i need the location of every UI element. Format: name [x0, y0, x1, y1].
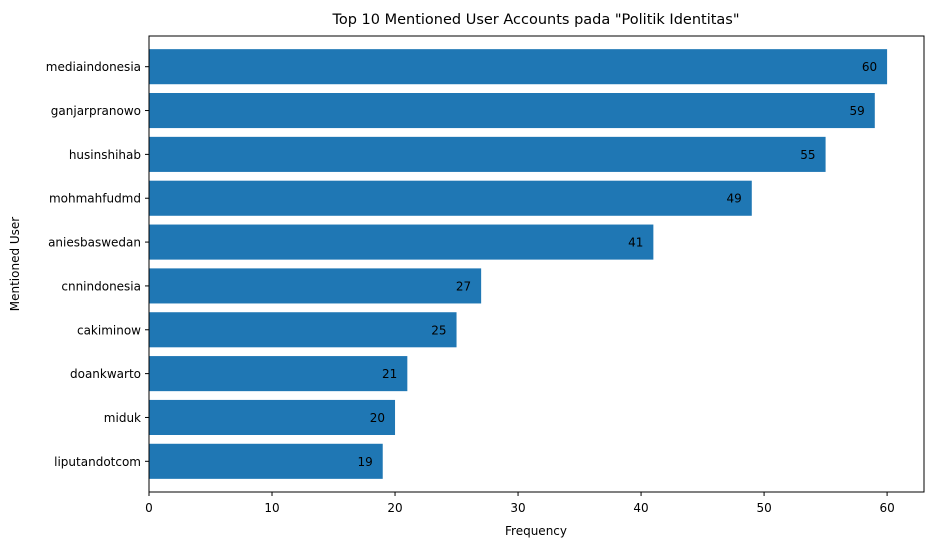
y-axis-ticks: mediaindonesia ganjarpranowo husinshihab mo…: [46, 60, 149, 469]
chart-title: Top 10 Mentioned User Accounts pada "Pol…: [331, 12, 739, 28]
bar-aniesbaswedan: [149, 224, 654, 260]
y-tick-label-doankwarto: doankwarto: [70, 367, 141, 381]
data-labels-group: 60 59 55 49 41 27 25 21 20 19: [357, 60, 877, 469]
bar-mohmahfudmd: [149, 180, 752, 216]
x-tick-label-0: 0: [145, 501, 153, 515]
bar-cnnindonesia: [149, 268, 482, 304]
x-axis-title: Frequency: [505, 524, 567, 538]
bar-liputandotcom: [149, 443, 383, 479]
data-label-doankwarto: 21: [382, 367, 397, 381]
x-tick-label-30: 30: [510, 501, 525, 515]
x-tick-label-60: 60: [879, 501, 894, 515]
y-tick-label-cnnindonesia: cnnindonesia: [61, 279, 141, 293]
data-label-cnnindonesia: 27: [456, 279, 471, 293]
bar-husinshihab: [149, 136, 826, 172]
bar-cakiminow: [149, 312, 457, 348]
y-tick-label-miduk: miduk: [104, 411, 141, 425]
bars-group: [149, 49, 888, 479]
y-tick-label-aniesbaswedan: aniesbaswedan: [48, 236, 141, 250]
y-tick-label-husinshihab: husinshihab: [69, 148, 141, 162]
x-axis-ticks: 0 10 20 30 40 50 60: [145, 492, 895, 515]
x-tick-label-20: 20: [387, 501, 402, 515]
data-label-mohmahfudmd: 49: [726, 192, 741, 206]
x-tick-label-50: 50: [756, 501, 771, 515]
y-tick-label-ganjarpranowo: ganjarpranowo: [51, 104, 141, 118]
data-label-mediaindonesia: 60: [862, 60, 877, 74]
data-label-miduk: 20: [370, 411, 385, 425]
plot-frame: [148, 35, 925, 493]
y-axis-title: Mentioned User: [8, 217, 22, 312]
y-tick-label-mediaindonesia: mediaindonesia: [46, 60, 141, 74]
y-tick-label-liputandotcom: liputandotcom: [54, 455, 141, 469]
data-label-aniesbaswedan: 41: [628, 236, 643, 250]
data-label-cakiminow: 25: [431, 323, 446, 337]
x-tick-label-10: 10: [264, 501, 279, 515]
x-tick-label-40: 40: [633, 501, 648, 515]
data-label-liputandotcom: 19: [357, 455, 372, 469]
bar-ganjarpranowo: [149, 93, 875, 129]
bar-miduk: [149, 399, 396, 435]
data-label-husinshihab: 55: [800, 148, 815, 162]
data-label-ganjarpranowo: 59: [850, 104, 865, 118]
y-tick-label-cakiminow: cakiminow: [77, 323, 141, 337]
bar-mediaindonesia: [149, 49, 888, 85]
bar-doankwarto: [149, 356, 408, 392]
y-tick-label-mohmahfudmd: mohmahfudmd: [49, 192, 141, 206]
